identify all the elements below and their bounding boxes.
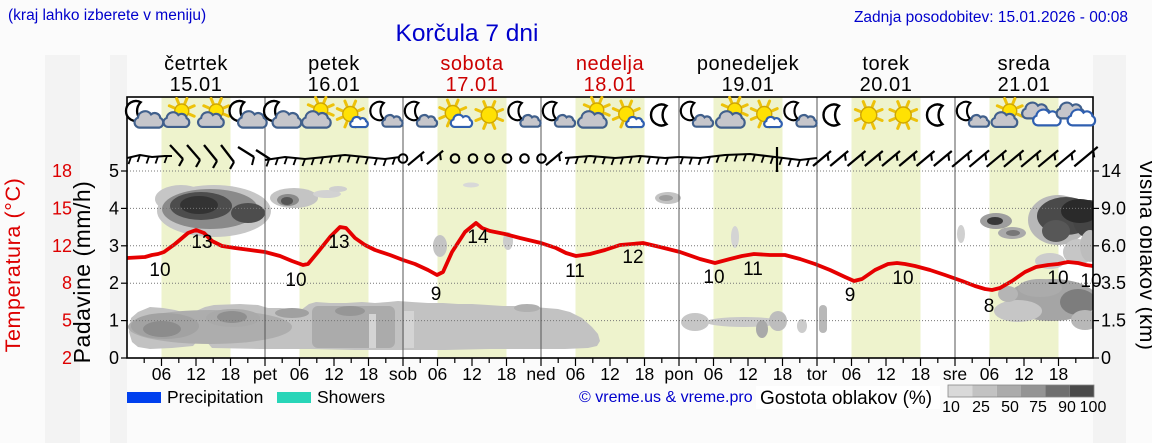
svg-text:Precipitation: Precipitation bbox=[167, 387, 263, 407]
svg-text:12: 12 bbox=[738, 364, 757, 384]
svg-text:12: 12 bbox=[186, 364, 205, 384]
svg-text:12: 12 bbox=[52, 236, 72, 256]
svg-text:12: 12 bbox=[324, 364, 343, 384]
svg-text:9: 9 bbox=[845, 285, 856, 306]
svg-text:06: 06 bbox=[842, 364, 861, 384]
svg-text:3.5: 3.5 bbox=[1101, 273, 1126, 293]
svg-text:pon: pon bbox=[664, 364, 693, 384]
svg-text:21.01: 21.01 bbox=[998, 74, 1051, 96]
svg-text:Padavine (mm/h): Padavine (mm/h) bbox=[69, 181, 95, 364]
svg-text:06: 06 bbox=[566, 364, 585, 384]
svg-text:06: 06 bbox=[980, 364, 999, 384]
svg-text:petek: petek bbox=[308, 53, 360, 75]
svg-text:četrtek: četrtek bbox=[164, 53, 228, 75]
svg-text:sob: sob bbox=[389, 364, 417, 384]
svg-text:Višina oblakov (km): Višina oblakov (km) bbox=[1135, 160, 1152, 350]
svg-text:Gostota oblakov (%): Gostota oblakov (%) bbox=[760, 388, 932, 409]
svg-text:10: 10 bbox=[285, 270, 306, 291]
svg-text:18: 18 bbox=[497, 364, 516, 384]
svg-text:16.01: 16.01 bbox=[308, 74, 361, 96]
svg-text:Korčula 7 dni: Korčula 7 dni bbox=[395, 20, 538, 47]
svg-text:Zadnja posodobitev: 15.01.2026: Zadnja posodobitev: 15.01.2026 - 00:08 bbox=[854, 9, 1128, 26]
svg-text:11: 11 bbox=[743, 259, 763, 280]
svg-text:19.01: 19.01 bbox=[722, 74, 775, 96]
svg-text:12: 12 bbox=[600, 364, 619, 384]
svg-text:sobota: sobota bbox=[440, 53, 504, 75]
svg-text:12: 12 bbox=[622, 247, 643, 268]
svg-text:ponedeljek: ponedeljek bbox=[697, 53, 800, 75]
svg-text:14: 14 bbox=[1101, 161, 1121, 181]
svg-text:8: 8 bbox=[62, 273, 72, 293]
svg-text:06: 06 bbox=[704, 364, 723, 384]
svg-text:3: 3 bbox=[109, 236, 119, 256]
svg-text:9: 9 bbox=[431, 284, 442, 305]
svg-text:11: 11 bbox=[565, 261, 585, 282]
svg-text:0: 0 bbox=[1101, 348, 1111, 368]
svg-text:25: 25 bbox=[972, 399, 990, 416]
svg-text:90: 90 bbox=[1058, 399, 1076, 416]
svg-text:1: 1 bbox=[109, 311, 119, 331]
svg-text:sreda: sreda bbox=[998, 53, 1051, 75]
svg-text:tor: tor bbox=[807, 364, 828, 384]
svg-text:12: 12 bbox=[1014, 364, 1033, 384]
svg-text:06: 06 bbox=[290, 364, 309, 384]
svg-text:50: 50 bbox=[1001, 399, 1019, 416]
svg-text:5: 5 bbox=[109, 161, 119, 181]
svg-text:18: 18 bbox=[359, 364, 378, 384]
svg-text:2: 2 bbox=[62, 348, 72, 368]
svg-text:10: 10 bbox=[892, 268, 913, 289]
svg-text:13: 13 bbox=[191, 232, 212, 253]
svg-text:torek: torek bbox=[862, 53, 910, 75]
svg-text:12: 12 bbox=[462, 364, 481, 384]
svg-text:75: 75 bbox=[1029, 399, 1047, 416]
svg-text:06: 06 bbox=[428, 364, 447, 384]
svg-text:100: 100 bbox=[1080, 399, 1107, 416]
svg-text:15.01: 15.01 bbox=[170, 74, 223, 96]
svg-text:Temperatura (°C): Temperatura (°C) bbox=[1, 178, 25, 353]
svg-text:17.01: 17.01 bbox=[446, 74, 499, 96]
svg-text:13: 13 bbox=[328, 232, 349, 253]
svg-text:ned: ned bbox=[526, 364, 555, 384]
svg-text:10: 10 bbox=[149, 260, 170, 281]
svg-text:18: 18 bbox=[911, 364, 930, 384]
svg-text:15: 15 bbox=[52, 198, 72, 218]
svg-text:6.0: 6.0 bbox=[1101, 236, 1126, 256]
svg-text:12: 12 bbox=[876, 364, 895, 384]
svg-text:9.0: 9.0 bbox=[1101, 198, 1126, 218]
svg-text:20.01: 20.01 bbox=[860, 74, 913, 96]
svg-text:© vreme.us & vreme.pro: © vreme.us & vreme.pro bbox=[579, 389, 753, 406]
svg-text:18: 18 bbox=[773, 364, 792, 384]
svg-text:4: 4 bbox=[109, 198, 119, 218]
svg-text:sre: sre bbox=[943, 364, 967, 384]
svg-text:pet: pet bbox=[253, 364, 277, 384]
svg-text:nedelja: nedelja bbox=[576, 53, 645, 75]
svg-text:14: 14 bbox=[467, 227, 489, 248]
svg-text:10: 10 bbox=[942, 399, 960, 416]
svg-text:Showers: Showers bbox=[317, 387, 385, 407]
svg-text:10: 10 bbox=[1080, 271, 1101, 292]
svg-text:18: 18 bbox=[221, 364, 240, 384]
svg-text:1.5: 1.5 bbox=[1101, 311, 1126, 331]
svg-text:5: 5 bbox=[62, 311, 72, 331]
svg-text:18: 18 bbox=[52, 161, 72, 181]
svg-text:18.01: 18.01 bbox=[584, 74, 637, 96]
svg-text:8: 8 bbox=[984, 296, 995, 317]
svg-text:18: 18 bbox=[635, 364, 654, 384]
svg-text:10: 10 bbox=[703, 267, 724, 288]
svg-text:0: 0 bbox=[109, 348, 119, 368]
svg-text:2: 2 bbox=[109, 273, 119, 293]
svg-text:10: 10 bbox=[1047, 268, 1068, 289]
svg-text:18: 18 bbox=[1049, 364, 1068, 384]
svg-text:06: 06 bbox=[152, 364, 171, 384]
svg-text:(kraj lahko izberete v meniju): (kraj lahko izberete v meniju) bbox=[8, 7, 206, 24]
